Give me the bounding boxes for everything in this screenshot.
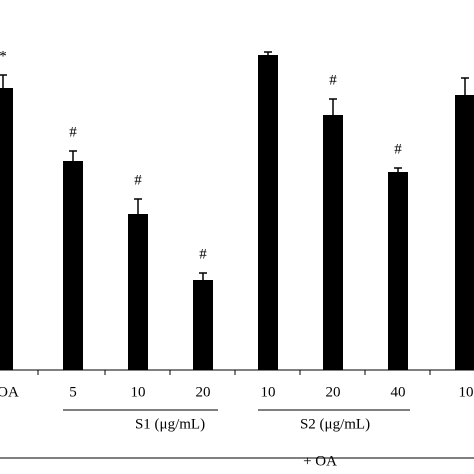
annotation: # — [199, 246, 207, 262]
bar — [128, 214, 148, 370]
bar — [388, 172, 408, 370]
x-tick-label: 10 — [459, 384, 474, 400]
bar — [455, 95, 474, 370]
group-label: S2 (μg/mL) — [300, 416, 370, 432]
bar — [0, 88, 13, 370]
bar — [63, 161, 83, 370]
x-tick-label: 20 — [326, 384, 341, 400]
x-tick-label: 10 — [261, 384, 276, 400]
footer-label: + OA — [303, 453, 337, 469]
annotation: * — [0, 48, 7, 64]
group-label: S1 (μg/mL) — [135, 416, 205, 432]
bar — [258, 55, 278, 370]
x-tick-label: 5 — [69, 384, 77, 400]
bar — [323, 115, 343, 370]
bar — [193, 280, 213, 370]
x-tick-label: 10 — [131, 384, 146, 400]
x-tick-label: 40 — [391, 384, 406, 400]
x-tick-label: OA — [0, 384, 19, 400]
annotation: # — [394, 141, 402, 157]
x-tick-label: 20 — [196, 384, 211, 400]
annotation: # — [134, 172, 142, 188]
annotation: # — [69, 124, 77, 140]
annotation: # — [329, 72, 337, 88]
